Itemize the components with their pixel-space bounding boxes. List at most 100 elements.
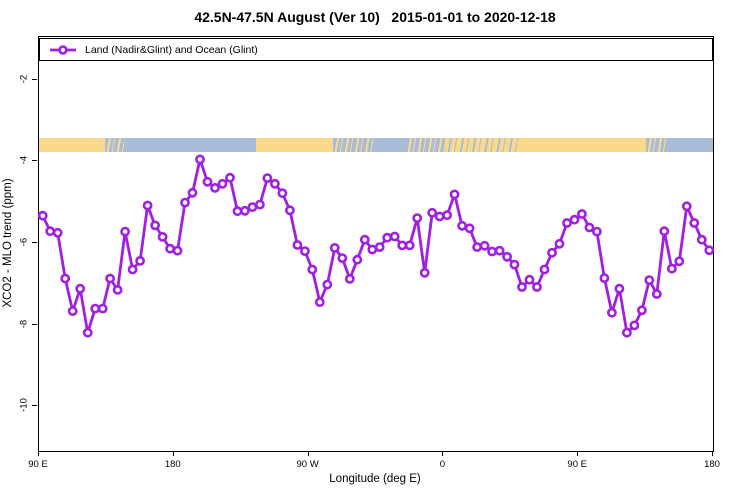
y-tick-mark [32,405,37,407]
data-point [180,197,190,208]
data-point [547,247,557,258]
data-point [562,218,572,228]
x-tick-label: 90 E [28,459,48,470]
band-segment-land [519,137,646,152]
data-point [539,264,550,275]
data-point [90,303,101,314]
data-point [681,201,692,212]
data-point [382,232,393,243]
data-point [397,240,408,251]
data-point [412,213,423,223]
data-point [52,227,63,238]
x-tick-label: 0 [439,459,446,470]
data-point [637,305,647,316]
data-point [75,283,86,294]
data-point [120,226,130,237]
data-point [472,242,482,252]
data-point [247,202,258,212]
data-point [187,187,198,198]
data-point [666,263,677,274]
data-point [239,205,250,216]
band-segment-mixed [332,137,373,152]
plot-area: Land (Nadir&Glint) and Ocean (Glint) [37,36,715,452]
x-tick-label: 90 E [567,459,587,470]
data-point [67,306,78,316]
data-point [689,218,700,228]
x-axis-label: Longitude (deg E) [329,473,421,485]
data-point [344,273,355,284]
data-point [225,172,235,183]
data-point [599,273,610,283]
data-point [337,253,348,263]
data-series [37,154,715,338]
data-point [434,211,445,222]
data-point [374,242,385,252]
data-point [554,238,565,249]
data-point [105,273,115,284]
data-point [696,234,707,245]
band-segment-mixed [645,137,667,152]
data-point [202,176,213,187]
band-segment-mixed [104,137,125,152]
band-segment-mixed_land [444,137,520,152]
data-point [569,214,580,225]
data-point [210,182,220,193]
chart-title: 42.5N-47.5N August (Ver 10) 2015-01-01 t… [194,9,556,25]
data-point [592,226,602,237]
x-tick-mark [172,451,174,456]
data-point [217,178,228,189]
y-tick-label: -10 [18,398,30,412]
data-point [449,189,460,200]
data-point [502,251,512,262]
data-point [457,220,467,231]
y-tick-label: -8 [18,319,30,328]
data-point [359,234,370,245]
band-segment-ocean [373,137,406,152]
data-point [532,282,542,292]
data-point [644,275,655,285]
data-point [704,245,715,256]
data-point [37,210,48,221]
y-axis-label: XCO2 - MLO trend (ppm) [2,178,14,308]
band-segment-land [256,137,333,152]
y-tick-label: -6 [18,237,30,247]
data-point [269,178,280,189]
legend-marker-icon [50,44,76,55]
legend-label: Land (Nadir&Glint) and Ocean (Glint) [85,43,258,56]
data-point [314,297,325,307]
data-point [299,246,310,256]
y-tick-label: -4 [18,156,30,165]
land-ocean-band [39,137,713,152]
data-point [307,264,318,275]
data-point [112,284,123,295]
data-point [419,267,430,278]
data-point [584,222,595,233]
y-tick-label: -2 [18,74,30,84]
data-point [577,209,587,219]
data-point [322,279,333,290]
data-point [509,259,520,270]
y-tick-mark [32,323,37,325]
x-tick-mark [307,451,309,456]
data-point [165,243,176,254]
data-point [254,199,265,210]
data-point [157,231,168,242]
data-point [607,307,617,318]
data-point [487,246,497,257]
x-tick-mark [38,451,39,456]
data-point [524,274,535,285]
y-tick-mark [32,241,37,243]
x-tick-mark [712,451,713,456]
data-point [629,320,640,331]
x-tick-label: 180 [164,459,181,470]
data-point [45,226,56,237]
y-tick-mark [32,160,37,162]
data-point [277,188,288,199]
data-point [135,255,145,266]
data-point [614,283,625,294]
x-tick-mark [442,451,444,456]
data-point [127,264,138,275]
data-point [479,240,490,251]
data-point [494,245,505,256]
data-point [329,242,340,253]
